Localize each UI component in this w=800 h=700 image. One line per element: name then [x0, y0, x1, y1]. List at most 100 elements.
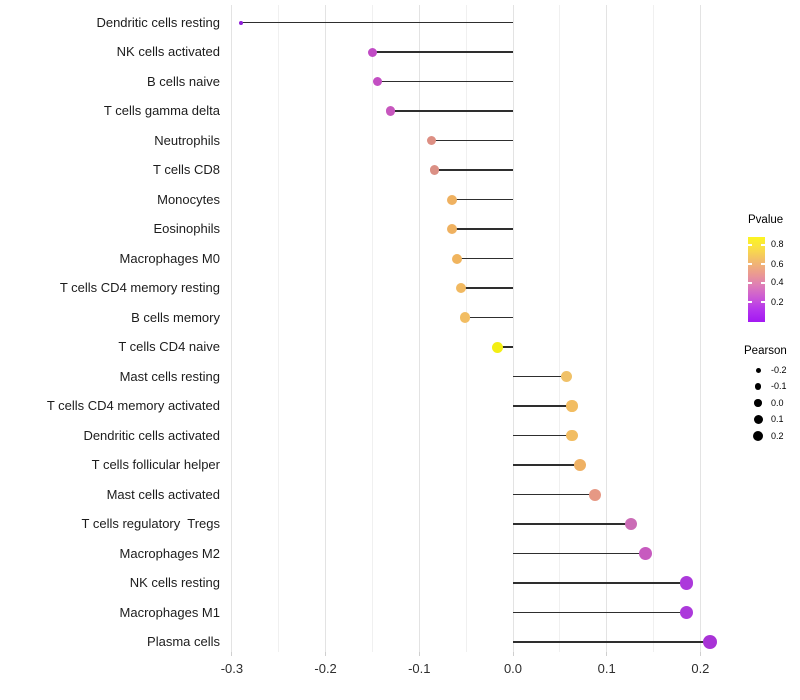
lollipop-stem — [513, 405, 573, 407]
lollipop-dot — [624, 517, 638, 531]
pearson-legend-label: -0.1 — [771, 381, 787, 392]
x-tick-mark — [231, 652, 233, 656]
category-label: Dendritic cells resting — [96, 14, 220, 30]
category-label: T cells regulatory Tregs — [81, 516, 220, 531]
gridline-major — [699, 5, 701, 652]
pvalue-legend-title: Pvalue — [748, 214, 784, 226]
lollipop-dot — [588, 488, 601, 501]
lollipop-stem — [513, 552, 646, 555]
category-label: Macrophages M2 — [119, 545, 220, 561]
lollipop-stem — [452, 228, 513, 230]
category-label: T cells CD4 memory resting — [59, 280, 220, 295]
category-label: T cells CD4 naive — [118, 339, 220, 354]
lollipop-dot — [372, 77, 382, 86]
category-label: Macrophages M1 — [119, 604, 220, 620]
lollipop-stem — [456, 257, 513, 260]
x-tick-label: -0.2 — [314, 661, 337, 676]
gridline-minor — [371, 5, 373, 652]
pearson-legend-label: 0.0 — [771, 397, 784, 408]
pvalue-bar-notch — [748, 244, 752, 246]
lollipop-dot — [385, 106, 395, 116]
lollipop-stem — [465, 316, 513, 319]
pvalue-bar-notch — [748, 282, 752, 284]
category-label: T cells CD4 memory activated — [46, 398, 220, 413]
lollipop-stem — [513, 611, 687, 614]
lollipop-stem — [513, 375, 567, 378]
x-tick-mark — [418, 652, 420, 656]
x-tick-label: -0.1 — [408, 661, 431, 676]
category-label: Neutrophils — [154, 132, 220, 148]
x-tick-label: 0.1 — [597, 661, 616, 676]
gridline-major — [231, 5, 233, 652]
x-tick-label: -0.3 — [220, 661, 244, 676]
pvalue-tick-label: 0.8 — [771, 239, 784, 250]
category-label: B cells memory — [131, 309, 220, 325]
lollipop-stem — [513, 523, 632, 525]
pearson-legend-dot — [755, 367, 761, 373]
pearson-legend-label: 0.1 — [771, 414, 784, 425]
pvalue-bar-notch — [761, 282, 765, 284]
lollipop-stem — [513, 493, 595, 496]
lollipop-stem — [513, 434, 573, 437]
category-label: T cells CD8 — [153, 162, 220, 177]
category-label: NK cells resting — [129, 575, 220, 590]
category-label: NK cells activated — [116, 44, 220, 59]
lollipop-dot — [447, 224, 458, 234]
x-tick-label: 0.2 — [691, 661, 710, 676]
pearson-legend-title: Pearson — [744, 345, 787, 357]
lollipop-dot — [451, 253, 462, 264]
category-label: Monocytes — [157, 191, 220, 207]
lollipop-dot — [239, 20, 244, 25]
lollipop-dot — [566, 429, 578, 442]
lollipop-dot — [455, 283, 466, 293]
lollipop-dot — [679, 576, 694, 590]
category-label: B cells naive — [147, 73, 220, 89]
gridline-minor — [278, 5, 280, 652]
gridline-major — [512, 5, 514, 652]
lollipop-stem — [390, 110, 513, 112]
x-tick-mark — [512, 652, 514, 656]
pvalue-bar-notch — [748, 301, 752, 303]
lollipop-stem — [460, 287, 513, 289]
pvalue-tick-label: 0.2 — [771, 296, 784, 307]
category-label: Eosinophils — [153, 221, 221, 236]
pvalue-bar-notch — [761, 244, 765, 246]
x-tick-mark — [606, 652, 608, 656]
category-label: Macrophages M0 — [119, 250, 220, 266]
category-label: Mast cells activated — [106, 486, 220, 502]
gridline-major — [325, 5, 327, 652]
gridline-minor — [559, 5, 561, 652]
gridline-major — [418, 5, 420, 652]
lollipop-stem — [377, 80, 513, 83]
pvalue-gradient-bar — [748, 237, 765, 322]
lollipop-stem — [513, 464, 581, 466]
pearson-legend-label: 0.2 — [771, 430, 784, 441]
lollipop-dot — [574, 459, 587, 471]
category-label: T cells gamma delta — [103, 103, 220, 118]
lollipop-dot — [566, 400, 578, 412]
lollipop-dot — [367, 47, 377, 57]
gridline-major — [606, 5, 608, 652]
pearson-legend-dot — [753, 431, 763, 442]
category-label: Plasma cells — [147, 634, 220, 649]
category-label: T cells follicular helper — [91, 457, 220, 472]
lollipop-stem — [431, 139, 513, 142]
x-tick-mark — [325, 652, 327, 656]
lollipop-dot — [447, 194, 458, 205]
pvalue-bar-notch — [761, 263, 765, 265]
lollipop-stem — [434, 169, 513, 171]
lollipop-dot — [638, 547, 652, 560]
lollipop-dot — [429, 165, 440, 175]
x-tick-mark — [699, 652, 701, 656]
lollipop-dot — [491, 341, 503, 353]
lollipop-dot — [560, 370, 573, 383]
lollipop-stem — [241, 21, 513, 24]
lollipop-dot — [679, 605, 694, 620]
pvalue-bar-notch — [761, 301, 765, 303]
gridline-minor — [465, 5, 467, 652]
lollipop-stem — [452, 198, 513, 201]
lollipop-stem — [513, 582, 687, 584]
lollipop-dot — [702, 634, 718, 650]
pearson-legend-dot — [754, 399, 762, 407]
